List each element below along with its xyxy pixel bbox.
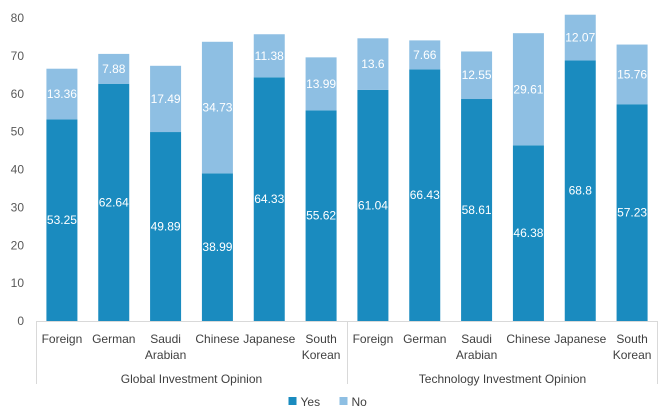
category-label: Saudi Arabian bbox=[456, 332, 497, 362]
category-label: German bbox=[92, 332, 135, 346]
data-label: 66.43 bbox=[410, 188, 440, 202]
y-tick-label: 70 bbox=[11, 49, 25, 63]
x-axis: Foreign German Saudi Arabian Chinese Japanese… bbox=[36, 321, 658, 386]
data-label: 57.23 bbox=[617, 206, 647, 220]
bar-segment-yes bbox=[461, 99, 493, 322]
data-label: 15.76 bbox=[617, 67, 647, 81]
y-tick-label: 50 bbox=[11, 125, 25, 139]
data-label: 49.89 bbox=[151, 220, 181, 234]
bars: 53.25 13.36 62.64 7.88 49.89 17.49 38.99 34.73 6… bbox=[46, 14, 648, 322]
category-label: Foreign bbox=[42, 332, 83, 346]
data-label: 38.99 bbox=[202, 240, 232, 254]
bar-segment-no bbox=[357, 38, 389, 90]
data-label: 34.73 bbox=[202, 101, 232, 115]
bar-segment-yes bbox=[409, 69, 441, 321]
legend-swatch-yes bbox=[288, 397, 297, 405]
group-label: Global Investment Opinion bbox=[121, 372, 262, 386]
bar-segment-yes bbox=[305, 110, 337, 321]
bar-segment-yes bbox=[98, 83, 130, 321]
data-label: 68.8 bbox=[569, 184, 593, 198]
category-label: Japanese bbox=[554, 332, 606, 346]
bar-segment-no bbox=[461, 51, 493, 100]
bar-segment-no bbox=[305, 57, 337, 111]
bar-segment-no bbox=[201, 41, 233, 174]
bar-segment-no bbox=[253, 34, 285, 78]
bar-segment-yes bbox=[357, 89, 389, 321]
legend: Yes No bbox=[288, 395, 368, 409]
data-label: 29.61 bbox=[513, 82, 543, 96]
data-label: 7.88 bbox=[102, 62, 126, 76]
data-label: 64.33 bbox=[254, 192, 284, 206]
y-tick-label: 60 bbox=[11, 87, 25, 101]
data-label: 17.49 bbox=[151, 92, 181, 106]
data-label: 12.55 bbox=[462, 68, 492, 82]
category-label: Japanese bbox=[243, 332, 295, 346]
data-label: 13.36 bbox=[47, 87, 77, 101]
data-label: 61.04 bbox=[358, 198, 388, 212]
data-label: 11.38 bbox=[255, 49, 284, 63]
legend-label: No bbox=[352, 395, 368, 409]
y-tick-label: 30 bbox=[11, 200, 25, 214]
bar-segment-yes bbox=[512, 145, 544, 321]
category-label: Chinese bbox=[195, 332, 239, 346]
legend-label: Yes bbox=[301, 395, 321, 409]
category-label: Chinese bbox=[506, 332, 550, 346]
category-label: South Korean bbox=[302, 332, 341, 362]
data-label: 13.99 bbox=[306, 77, 336, 91]
legend-swatch-no bbox=[339, 397, 348, 405]
y-tick-label: 10 bbox=[11, 276, 25, 290]
data-label: 58.61 bbox=[462, 203, 492, 217]
bar-segment-yes bbox=[46, 119, 78, 321]
y-tick-label: 80 bbox=[11, 11, 25, 25]
data-label: 13.6 bbox=[361, 57, 385, 71]
data-label: 7.66 bbox=[413, 48, 437, 62]
category-label: South Korean bbox=[613, 332, 652, 362]
data-label: 55.62 bbox=[306, 209, 336, 223]
category-label: German bbox=[403, 332, 446, 346]
y-axis: 0 10 20 30 40 50 60 70 80 bbox=[11, 11, 25, 328]
bar-segment-no bbox=[46, 68, 78, 120]
bar-segment-no bbox=[564, 14, 596, 61]
bar-segment-no bbox=[512, 33, 544, 146]
data-label: 62.64 bbox=[99, 195, 129, 209]
bar-segment-no bbox=[616, 44, 648, 105]
y-tick-label: 0 bbox=[17, 314, 24, 328]
data-label: 53.25 bbox=[47, 213, 77, 227]
bar-segment-yes bbox=[253, 77, 285, 321]
category-label: Foreign bbox=[353, 332, 394, 346]
bar-segment-yes bbox=[201, 173, 233, 321]
bar-segment-no bbox=[150, 65, 182, 133]
bar-segment-yes bbox=[564, 60, 596, 322]
bar-segment-no bbox=[409, 40, 441, 70]
bar-segment-no bbox=[98, 53, 130, 84]
data-label: 46.38 bbox=[513, 226, 543, 240]
bar-segment-yes bbox=[150, 132, 182, 321]
data-label: 12.07 bbox=[565, 31, 595, 45]
group-label: Technology Investment Opinion bbox=[419, 372, 586, 386]
category-label: Saudi Arabian bbox=[145, 332, 186, 362]
y-tick-label: 40 bbox=[11, 163, 25, 177]
y-tick-label: 20 bbox=[11, 238, 25, 252]
bar-segment-yes bbox=[616, 104, 648, 321]
